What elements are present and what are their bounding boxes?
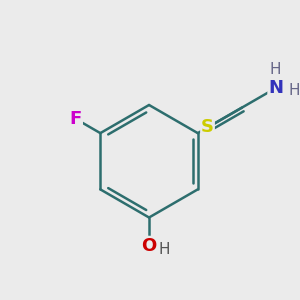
Text: S: S (201, 118, 214, 136)
Text: H: H (159, 242, 170, 256)
Text: H: H (270, 62, 281, 77)
Text: F: F (70, 110, 82, 128)
Text: O: O (141, 237, 157, 255)
Text: H: H (288, 83, 300, 98)
Text: N: N (268, 79, 283, 97)
